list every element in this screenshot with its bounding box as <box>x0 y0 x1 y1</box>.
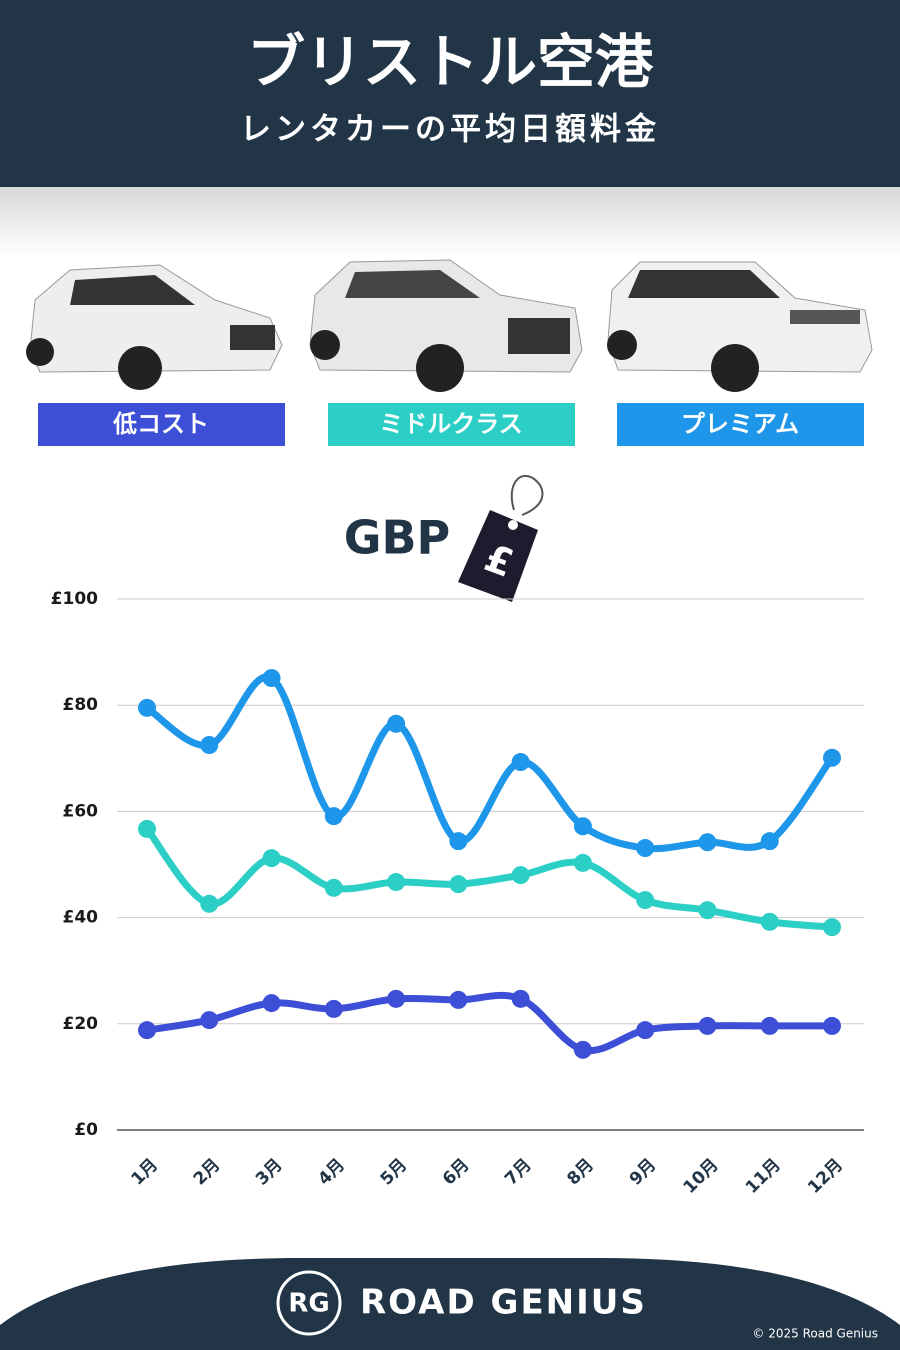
header-band <box>0 0 900 187</box>
data-point <box>573 853 592 872</box>
footer-band <box>0 1258 900 1350</box>
data-point <box>511 753 530 772</box>
legend: 低コスト ミドルクラス プレミアム <box>38 403 864 446</box>
data-point <box>200 736 219 755</box>
car-premium <box>607 261 873 392</box>
series-line <box>146 991 832 1055</box>
x-tick-label: 9月 <box>626 1155 661 1190</box>
x-tick-label: 11月 <box>742 1155 785 1198</box>
x-tick-label: 2月 <box>190 1155 225 1190</box>
data-point <box>760 912 779 931</box>
data-point <box>760 832 779 851</box>
series-line <box>144 673 835 853</box>
x-tick-label: 3月 <box>252 1155 287 1190</box>
logo-ring <box>276 1270 342 1336</box>
price-tag: £ <box>458 474 544 602</box>
data-point <box>823 748 841 767</box>
legend-label: ミドルクラス <box>379 410 523 438</box>
x-tick-label: 12月 <box>804 1155 847 1198</box>
data-point <box>449 875 468 894</box>
copyright: © 2025 Road Genius <box>752 1327 878 1341</box>
legend-label: プレミアム <box>681 410 799 438</box>
data-point <box>760 1016 779 1035</box>
data-point <box>387 873 406 892</box>
car-economy <box>26 264 283 390</box>
data-point <box>823 1016 841 1035</box>
subtitle: レンタカーの平均日額料金 <box>240 112 660 148</box>
data-point <box>823 918 841 937</box>
x-tick-label: 4月 <box>314 1155 349 1190</box>
data-point <box>573 817 592 836</box>
x-tick-label: 6月 <box>439 1155 474 1190</box>
legend-swatch <box>617 403 864 446</box>
legend-label: 低コスト <box>112 410 209 438</box>
x-tick-label: 10月 <box>680 1155 723 1198</box>
x-tick-label: 8月 <box>563 1155 598 1190</box>
data-point <box>636 1021 655 1040</box>
data-point <box>449 990 468 1009</box>
data-point <box>573 1040 592 1059</box>
data-point <box>138 698 156 717</box>
data-point <box>698 901 717 920</box>
brand: ROAD GENIUS <box>360 1283 647 1323</box>
data-point <box>262 849 281 868</box>
x-tick-label: 5月 <box>377 1155 412 1190</box>
logo: RG <box>288 1289 329 1319</box>
x-tick-label: 7月 <box>501 1155 536 1190</box>
header-shadow <box>0 187 900 257</box>
y-tick-label: £60 <box>63 801 99 821</box>
data-point <box>138 1021 156 1040</box>
title: ブリストル空港 <box>247 28 654 96</box>
y-tick-label: £0 <box>74 1120 98 1140</box>
legend-swatch <box>328 403 575 446</box>
y-tick-label: £40 <box>63 908 99 928</box>
currency-label: GBP <box>344 511 451 565</box>
car-midsize <box>309 259 583 392</box>
data-point <box>262 994 281 1013</box>
data-point <box>324 878 343 897</box>
data-point <box>387 714 406 733</box>
data-point <box>698 833 717 852</box>
data-point <box>324 807 343 826</box>
data-point <box>511 866 530 885</box>
y-tick-label: £100 <box>51 589 98 609</box>
data-point <box>324 999 343 1018</box>
data-point <box>138 819 156 838</box>
data-point <box>636 839 655 858</box>
y-tick-label: £80 <box>63 695 99 715</box>
data-point <box>262 669 281 688</box>
y-tick-label: £20 <box>63 1014 99 1034</box>
legend-swatch <box>38 403 285 446</box>
data-point <box>387 989 406 1008</box>
x-tick-label: 1月 <box>128 1155 163 1190</box>
data-point <box>698 1016 717 1035</box>
data-point <box>511 989 530 1008</box>
data-point <box>636 891 655 910</box>
data-point <box>200 894 219 913</box>
data-point <box>200 1011 219 1030</box>
plot: £0 £20 £40 £60 £80 £100 1月 2月 3月 4月 5月 6月 7月 8月 9月 10月 1… <box>51 589 864 1198</box>
data-point <box>449 832 468 851</box>
